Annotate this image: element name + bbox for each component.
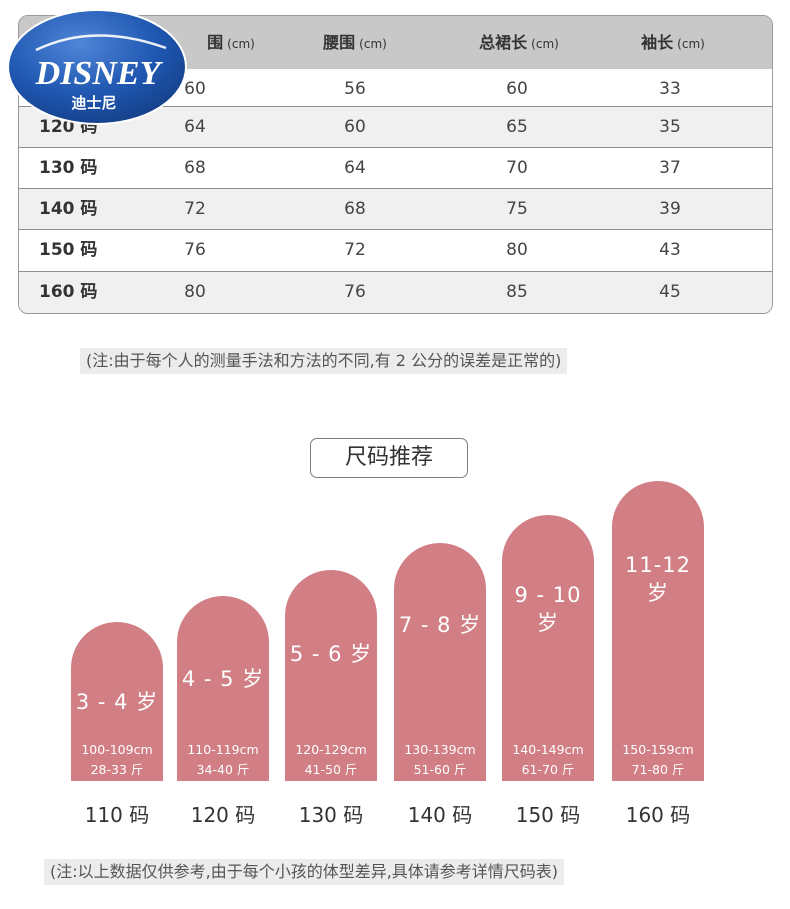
height-range: 150-159cm bbox=[622, 742, 694, 757]
disney-logo: DISNEY 迪士尼 bbox=[7, 9, 187, 125]
size-pill-160: 11-12 岁 150-159cm 71-80 斤 bbox=[612, 481, 704, 781]
size-pill-150: 9 - 10 岁 140-149cm 61-70 斤 bbox=[502, 515, 594, 781]
size-code-label: 140 码 bbox=[407, 803, 473, 827]
reference-note: (注:以上数据仅供参考,由于每个小孩的体型差异,具体请参考详情尺码表) bbox=[44, 859, 565, 885]
bust-cell: 72 bbox=[184, 199, 206, 219]
height-range: 140-149cm bbox=[512, 742, 584, 757]
weight-range: 41-50 斤 bbox=[304, 762, 358, 777]
skirt-length-cell: 65 bbox=[506, 117, 528, 137]
measurement-note: (注:由于每个人的测量手法和方法的不同,有 2 公分的误差是正常的) bbox=[80, 348, 568, 374]
logo-wordmark: DISNEY bbox=[35, 55, 164, 92]
age-label: 3 - 4 岁 bbox=[75, 690, 159, 714]
age-label: 9 - 10 岁 bbox=[514, 583, 582, 635]
skirt-length-cell: 70 bbox=[506, 158, 528, 178]
weight-range: 51-60 斤 bbox=[413, 762, 467, 777]
table-row: 150 码 76 72 80 43 bbox=[19, 229, 772, 270]
skirt-length-cell: 75 bbox=[506, 199, 528, 219]
size-code-label: 120 码 bbox=[190, 803, 256, 827]
sleeve-length-cell: 45 bbox=[659, 282, 681, 302]
bust-cell: 60 bbox=[184, 79, 206, 99]
table-row: 160 码 80 76 85 45 bbox=[19, 271, 772, 313]
weight-range: 28-33 斤 bbox=[90, 762, 144, 777]
size-pill-130: 5 - 6 岁 120-129cm 41-50 斤 bbox=[285, 570, 377, 781]
sleeve-length-cell: 37 bbox=[659, 158, 681, 178]
age-label: 5 - 6 岁 bbox=[289, 642, 373, 666]
header-waist: 腰围 (cm) bbox=[323, 33, 387, 52]
age-label: 11-12 岁 bbox=[624, 553, 692, 605]
size-cell: 150 码 bbox=[39, 240, 98, 260]
height-range: 100-109cm bbox=[81, 742, 153, 757]
waist-cell: 76 bbox=[344, 282, 366, 302]
skirt-length-cell: 60 bbox=[506, 79, 528, 99]
header-bust: 围 (cm) bbox=[207, 33, 255, 52]
logo-subtext: 迪士尼 bbox=[71, 94, 116, 112]
waist-cell: 60 bbox=[344, 117, 366, 137]
header-skirt-length: 总裙长 (cm) bbox=[479, 33, 559, 52]
size-recommendation-title: 尺码推荐 bbox=[310, 438, 468, 478]
skirt-length-cell: 85 bbox=[506, 282, 528, 302]
size-code-label: 150 码 bbox=[515, 803, 581, 827]
size-cell: 130 码 bbox=[39, 158, 98, 178]
height-range: 130-139cm bbox=[404, 742, 476, 757]
waist-cell: 56 bbox=[344, 79, 366, 99]
size-cell: 140 码 bbox=[39, 199, 98, 219]
weight-range: 71-80 斤 bbox=[631, 762, 685, 777]
size-code-label: 160 码 bbox=[625, 803, 691, 827]
sleeve-length-cell: 35 bbox=[659, 117, 681, 137]
size-cell: 160 码 bbox=[39, 282, 98, 302]
table-row: 60 56 60 33 bbox=[19, 69, 772, 110]
sleeve-length-cell: 43 bbox=[659, 240, 681, 260]
table-row: 140 码 72 68 75 39 bbox=[19, 188, 772, 229]
size-pill-110: 3 - 4 岁 100-109cm 28-33 斤 bbox=[71, 622, 163, 781]
sleeve-length-cell: 33 bbox=[659, 79, 681, 99]
height-range: 120-129cm bbox=[295, 742, 367, 757]
waist-cell: 72 bbox=[344, 240, 366, 260]
bust-cell: 76 bbox=[184, 240, 206, 260]
age-label: 4 - 5 岁 bbox=[181, 667, 265, 691]
size-code-label: 110 码 bbox=[84, 803, 150, 827]
size-pill-140: 7 - 8 岁 130-139cm 51-60 斤 bbox=[394, 543, 486, 781]
weight-range: 34-40 斤 bbox=[196, 762, 250, 777]
waist-cell: 68 bbox=[344, 199, 366, 219]
bust-cell: 68 bbox=[184, 158, 206, 178]
bust-cell: 64 bbox=[184, 117, 206, 137]
size-code-label: 130 码 bbox=[298, 803, 364, 827]
size-pill-120: 4 - 5 岁 110-119cm 34-40 斤 bbox=[177, 596, 269, 781]
weight-range: 61-70 斤 bbox=[521, 762, 575, 777]
sleeve-length-cell: 39 bbox=[659, 199, 681, 219]
height-range: 110-119cm bbox=[187, 742, 259, 757]
waist-cell: 64 bbox=[344, 158, 366, 178]
table-row: 130 码 68 64 70 37 bbox=[19, 147, 772, 188]
skirt-length-cell: 80 bbox=[506, 240, 528, 260]
header-sleeve-length: 袖长 (cm) bbox=[641, 33, 705, 52]
age-label: 7 - 8 岁 bbox=[398, 613, 482, 637]
bust-cell: 80 bbox=[184, 282, 206, 302]
